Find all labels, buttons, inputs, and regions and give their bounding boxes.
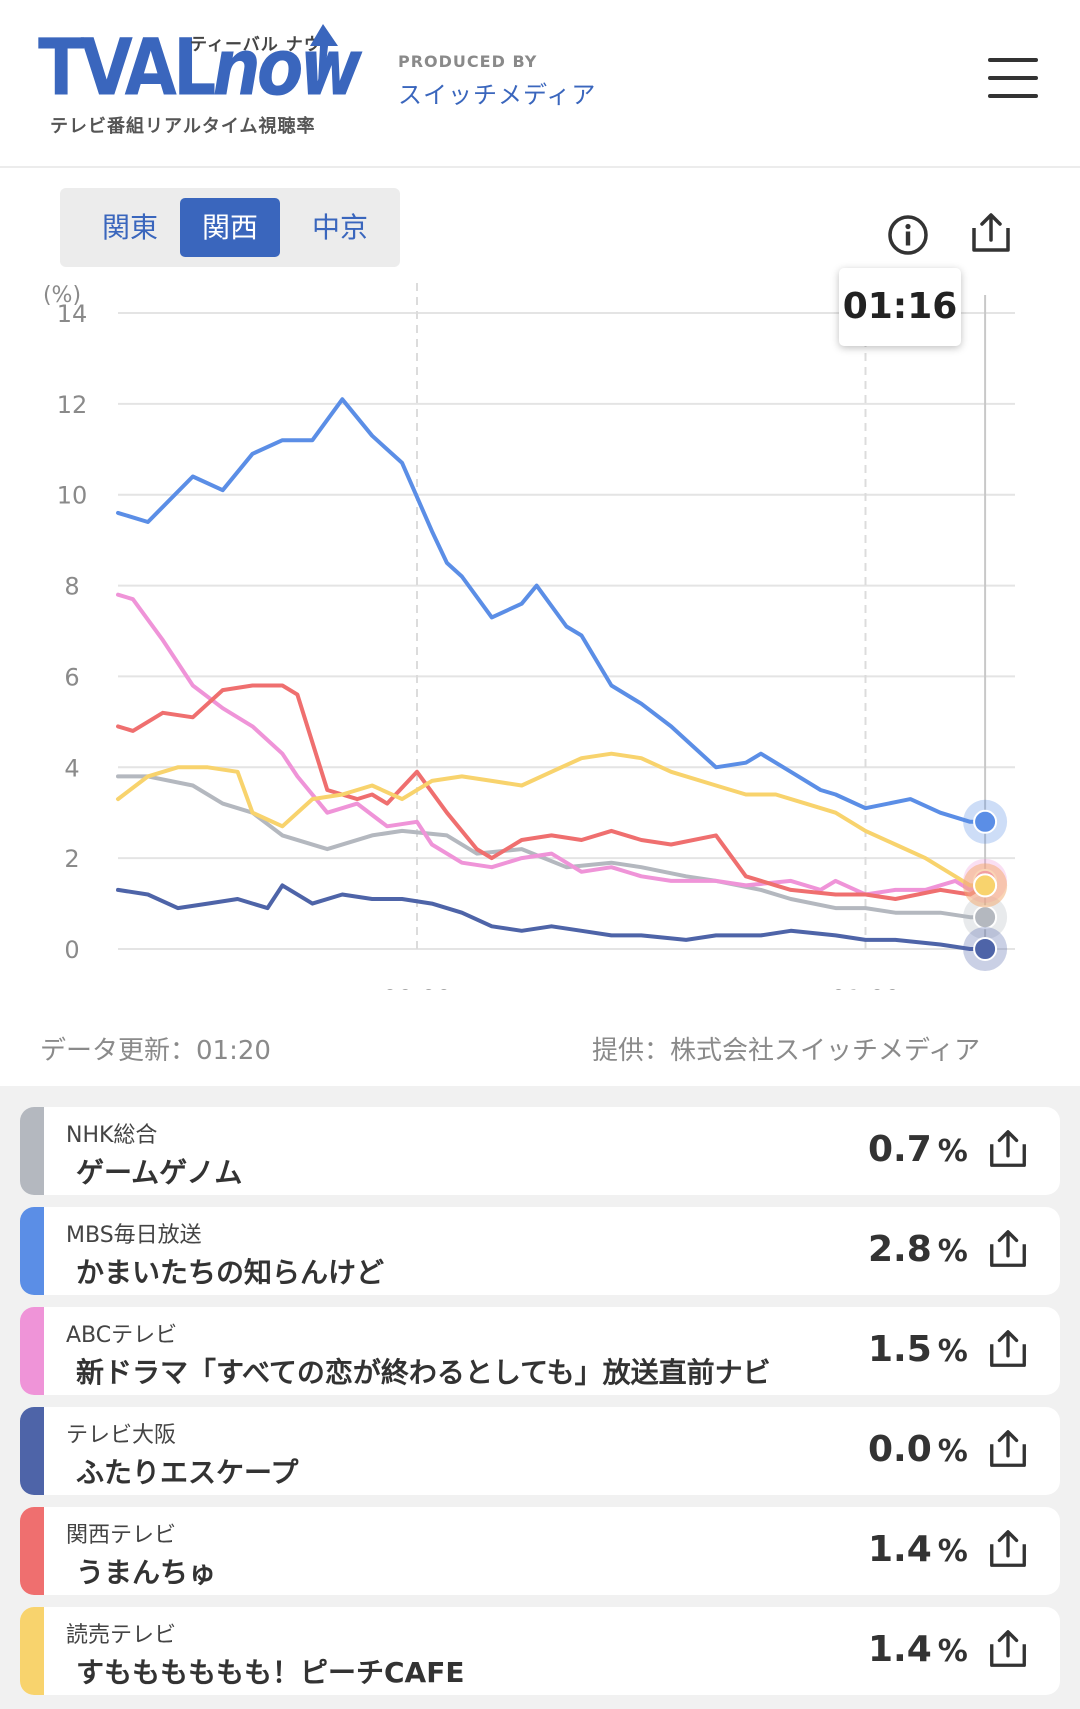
y-tick-label: 0 <box>64 936 79 964</box>
station-name: 関西テレビ <box>66 1523 177 1548</box>
logo-kana: ティーバル ナウ <box>190 35 322 55</box>
producer-name: スイッチメディア <box>398 81 597 109</box>
produced-by-label: PRODUCED BY <box>398 52 538 71</box>
station-color-bar <box>20 1507 44 1595</box>
rating-value: 1.4% <box>868 1529 968 1570</box>
station-color-bar <box>20 1207 44 1295</box>
program-title: 新ドラマ「すべての恋が終わるとしても」放送直前ナビ <box>76 1356 771 1389</box>
program-card[interactable]: 読売テレビすもももももも！ピーチCAFE 1.4% <box>20 1607 1060 1695</box>
x-tick-label: 23:00 <box>0 985 3 990</box>
station-name: ABCテレビ <box>66 1323 178 1348</box>
producer-credit: PRODUCED BY スイッチメディア <box>398 52 596 110</box>
program-card[interactable]: テレビ大阪ふたりエスケープ 0.0% <box>20 1407 1060 1495</box>
tab-chukyo[interactable]: 中京 <box>311 211 368 244</box>
y-tick-label: 12 <box>57 391 88 419</box>
program-title: うまんちゅ <box>76 1556 217 1589</box>
provider-label: 提供：株式会社スイッチメディア <box>592 1036 981 1066</box>
program-title: ふたりエスケープ <box>76 1456 299 1489</box>
share-icon[interactable] <box>986 1527 1030 1571</box>
y-tick-label: 10 <box>57 482 88 510</box>
station-color-bar <box>20 1107 44 1195</box>
info-icon[interactable] <box>887 214 929 256</box>
program-card[interactable]: NHK総合ゲームゲノム 0.7% <box>20 1107 1060 1195</box>
region-tabs: 関東 関西 中京 <box>60 188 400 267</box>
station-color-bar <box>20 1407 44 1495</box>
series-marker <box>973 937 998 961</box>
y-tick-label: 8 <box>64 573 79 601</box>
share-icon[interactable] <box>986 1227 1030 1271</box>
station-name: 読売テレビ <box>66 1623 177 1648</box>
y-tick-label: 4 <box>64 754 79 782</box>
arrow-up-icon <box>310 24 338 84</box>
share-icon[interactable] <box>986 1327 1030 1371</box>
x-tick-label: 01:00 <box>831 985 900 990</box>
series-line <box>116 883 988 951</box>
y-tick-label: 14 <box>57 300 88 328</box>
x-tick-label: 00:00 <box>382 985 451 990</box>
share-icon[interactable] <box>986 1627 1030 1671</box>
tab-kansai[interactable]: 関西 <box>180 198 280 257</box>
station-color-bar <box>20 1307 44 1395</box>
series-marker <box>973 809 998 834</box>
rating-value: 1.5% <box>868 1329 968 1370</box>
logo-subtitle: テレビ番組リアルタイム視聴率 <box>50 116 316 137</box>
station-name: NHK総合 <box>66 1123 158 1148</box>
station-color-bar <box>20 1607 44 1695</box>
app-header: TVALnow ティーバル ナウ テレビ番組リアルタイム視聴率 PRODUCED… <box>0 0 1080 168</box>
y-tick-label: 6 <box>64 663 79 691</box>
time-tooltip: 01:16 <box>839 268 961 346</box>
ratings-chart[interactable]: 14 12 10 8 6 4 2 0 (%) 23:00 00:00 01:00 <box>0 270 1080 1013</box>
series-marker <box>973 905 998 930</box>
series-marker <box>973 873 998 898</box>
rating-value: 0.0% <box>868 1429 968 1470</box>
y-tick-label: 2 <box>64 845 79 873</box>
station-name: MBS毎日放送 <box>66 1223 202 1248</box>
y-axis-label: (%) <box>43 283 81 308</box>
tvalnow-logo[interactable]: TVALnow ティーバル ナウ テレビ番組リアルタイム視聴率 <box>38 22 362 142</box>
series-line <box>116 683 988 901</box>
program-card[interactable]: ABCテレビ新ドラマ「すべての恋が終わるとしても」放送直前ナビ 1.5% <box>20 1307 1060 1395</box>
rating-value: 1.4% <box>868 1629 968 1670</box>
series-line <box>116 592 988 897</box>
logo-wordmark: TVALnow <box>38 23 362 114</box>
rating-value: 0.7% <box>868 1129 968 1170</box>
program-title: かまいたちの知らんけど <box>76 1256 385 1289</box>
data-updated-label: データ更新：01:20 <box>40 1036 271 1066</box>
series-line <box>116 397 988 824</box>
share-icon[interactable] <box>986 1427 1030 1471</box>
program-card[interactable]: MBS毎日放送かまいたちの知らんけど 2.8% <box>20 1207 1060 1295</box>
program-title: ゲームゲノム <box>76 1156 243 1189</box>
program-card[interactable]: 関西テレビうまんちゅ 1.4% <box>20 1507 1060 1595</box>
hamburger-menu-icon[interactable] <box>988 58 1040 102</box>
station-name: テレビ大阪 <box>66 1423 177 1448</box>
tab-kanto[interactable]: 関東 <box>101 211 158 244</box>
rating-value: 2.8% <box>868 1229 968 1270</box>
series-line <box>116 751 988 888</box>
share-icon[interactable] <box>968 210 1014 256</box>
program-title: すもももももも！ピーチCAFE <box>76 1656 465 1689</box>
line-chart: 14 12 10 8 6 4 2 0 (%) 23:00 00:00 01:00 <box>0 283 1015 1013</box>
share-icon[interactable] <box>986 1127 1030 1171</box>
